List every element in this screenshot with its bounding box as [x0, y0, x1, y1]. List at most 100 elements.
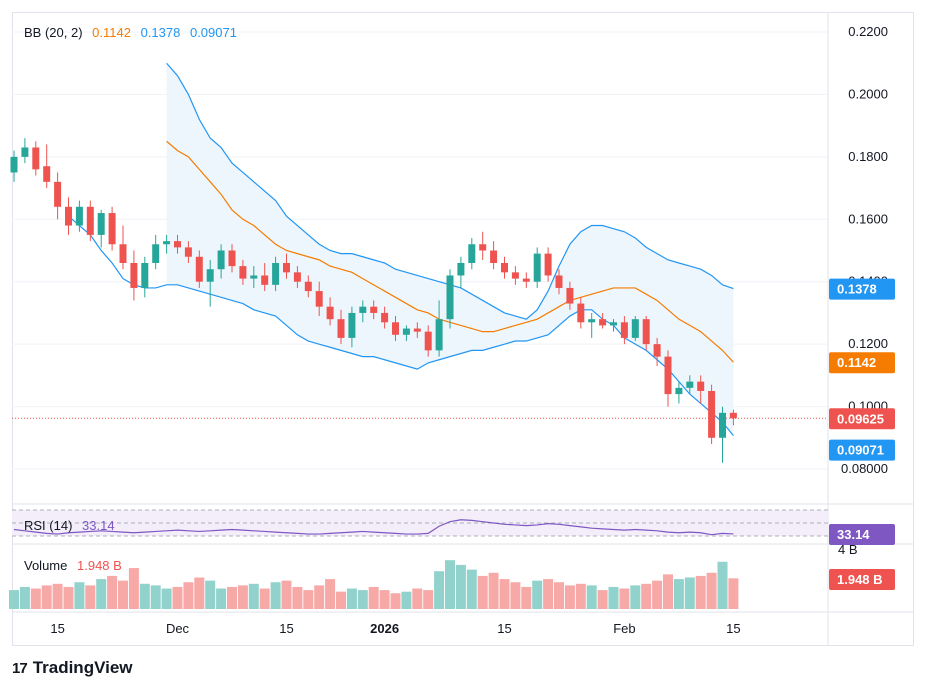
candle-body — [697, 381, 705, 391]
volume-bar — [412, 588, 423, 609]
volume-bar — [532, 580, 543, 609]
candle-body — [141, 262, 149, 288]
candle-body — [65, 206, 72, 226]
bb-upper-badge-bg — [829, 278, 895, 300]
time-tick-label: Feb — [613, 621, 635, 636]
brand-name: TradingView — [32, 658, 133, 677]
volume-bar — [139, 583, 150, 609]
rsi-badge-bg — [829, 524, 895, 545]
candle-body — [337, 319, 345, 338]
volume-bar — [128, 568, 139, 609]
volume-legend-label: Volume — [24, 558, 68, 573]
volume-bar — [521, 586, 532, 609]
volume-bar — [63, 586, 74, 609]
volume-bar — [423, 590, 434, 609]
candle-body — [468, 244, 476, 263]
volume-bar — [434, 571, 445, 609]
volume-bar — [630, 585, 641, 609]
rsi-badge: 33.14 — [829, 524, 895, 545]
volume-bar — [455, 564, 466, 609]
volume-bar — [728, 578, 739, 609]
candle-body — [653, 344, 661, 357]
volume-bar — [172, 586, 183, 609]
last-price-badge-bg — [829, 408, 895, 430]
price-tick-label: 0.2000 — [848, 86, 888, 101]
time-tick-label: 15 — [497, 621, 511, 636]
candle-body — [195, 256, 203, 282]
candle-body — [163, 241, 171, 245]
candle-body — [511, 272, 519, 279]
candle-body — [413, 328, 421, 332]
candle-body — [54, 181, 62, 207]
volume-bar — [445, 560, 455, 609]
candle-body — [75, 206, 83, 226]
volume-badge-text: 1.948 B — [837, 572, 883, 587]
bb-upper-value: 0.1378 — [140, 25, 181, 40]
volume-bar — [488, 572, 499, 609]
rsi-legend-label: RSI (14) — [24, 518, 73, 533]
volume-bar — [401, 591, 412, 609]
volume-bar — [96, 579, 107, 609]
candle-body — [402, 328, 410, 335]
candle-body — [370, 306, 378, 313]
rsi-badge-text: 33.14 — [837, 527, 870, 542]
volume-bar — [227, 586, 237, 609]
volume-bar — [390, 593, 401, 609]
volume-bar — [161, 588, 172, 609]
bb-legend[interactable]: BB (20, 2) 0.1142 0.1378 0.09071 — [24, 25, 243, 40]
last-price-badge-text: 0.09625 — [837, 411, 884, 426]
volume-bar — [183, 582, 194, 609]
candle-body — [348, 312, 356, 338]
volume-bar — [717, 561, 728, 609]
volume-bar — [554, 582, 564, 609]
candle-body — [588, 319, 596, 323]
rsi-legend[interactable]: RSI (14) 33.14 — [24, 518, 121, 533]
candle-body — [21, 147, 29, 157]
volume-bar — [30, 588, 41, 609]
volume-bar — [248, 583, 259, 609]
rsi-line — [13, 519, 734, 536]
candle-body — [555, 275, 563, 288]
candle-body — [283, 262, 290, 273]
candle-body — [424, 331, 432, 351]
candle-body — [566, 287, 574, 304]
tradingview-logo-icon: 17 — [12, 659, 28, 677]
candle-body — [97, 213, 105, 235]
tradingview-logo[interactable]: 17 TradingView — [12, 658, 133, 678]
bb-lower-value: 0.09071 — [189, 25, 237, 40]
volume-bar — [41, 585, 52, 609]
volume-bar — [118, 580, 128, 609]
bb-basis-badge-bg — [829, 352, 895, 374]
candle-body — [620, 322, 628, 338]
volume-bar — [652, 580, 663, 609]
volume-bar — [9, 590, 19, 609]
candle-body — [446, 275, 454, 320]
candle-body — [708, 390, 716, 438]
candle-body — [479, 244, 487, 251]
volume-bar — [85, 585, 96, 609]
candle-body — [304, 281, 312, 292]
volume-scale-label: 4 B — [838, 542, 858, 557]
candle-body — [501, 262, 508, 273]
bb-lower-badge: 0.09071 — [829, 439, 895, 461]
last-price-badge: 0.09625 — [829, 408, 895, 430]
candle-body — [522, 278, 530, 282]
volume-bar — [543, 579, 554, 609]
candle-body — [642, 319, 650, 345]
volume-legend[interactable]: Volume 1.948 B — [24, 558, 128, 573]
candle-body — [174, 241, 181, 248]
volume-bar — [575, 583, 586, 609]
bb-lower-badge-text: 0.09071 — [837, 443, 884, 458]
volume-bar — [379, 590, 390, 609]
volume-bar — [325, 579, 336, 609]
volume-bar — [477, 575, 488, 609]
volume-bar — [336, 591, 346, 609]
volume-bar — [270, 582, 281, 609]
volume-bar — [586, 585, 597, 609]
volume-badge: 1.948 B — [829, 569, 895, 590]
candle-body — [206, 269, 214, 282]
candle-body — [108, 213, 116, 245]
candle-body — [457, 262, 465, 276]
volume-bar — [237, 585, 248, 609]
